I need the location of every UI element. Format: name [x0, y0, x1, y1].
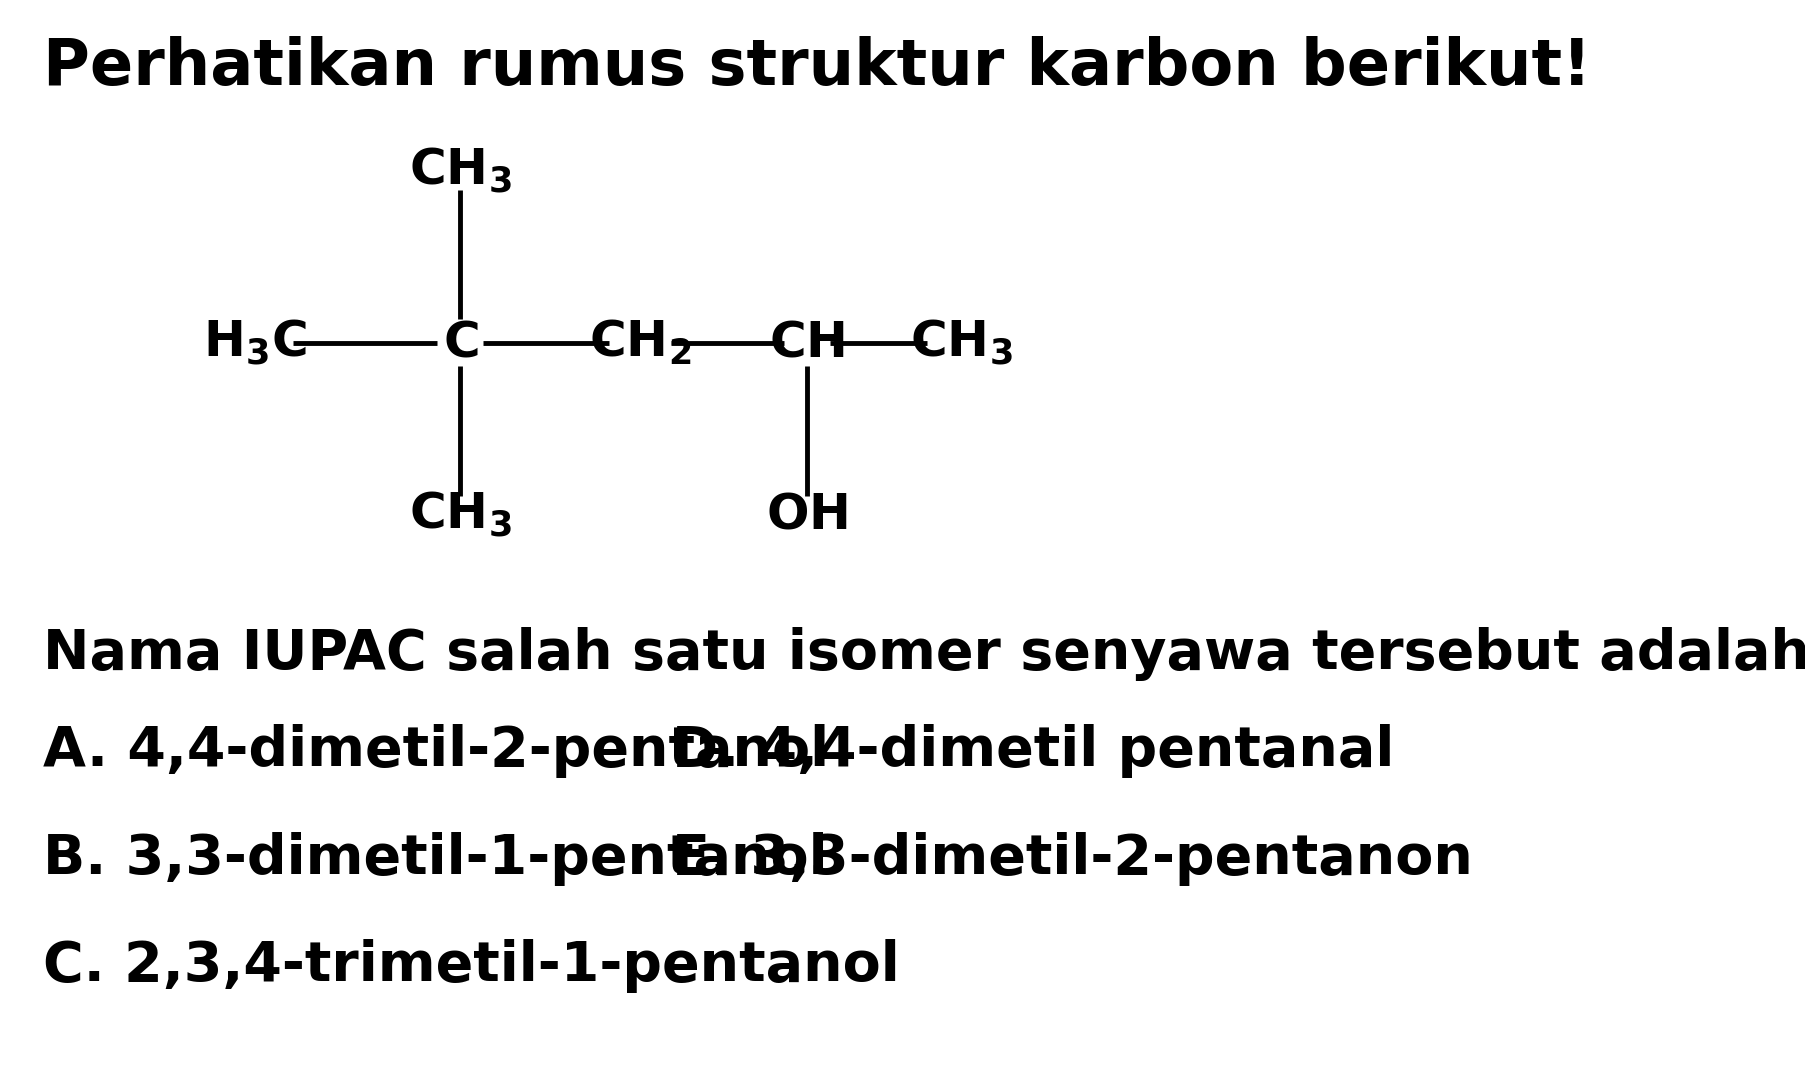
Text: $\mathbf{CH_2}$: $\mathbf{CH_2}$ — [588, 318, 691, 367]
Text: D. 4,4-dimetil pentanal: D. 4,4-dimetil pentanal — [671, 725, 1393, 779]
Text: Perhatikan rumus struktur karbon berikut!: Perhatikan rumus struktur karbon berikut… — [43, 37, 1590, 99]
Text: C. 2,3,4-trimetil-1-pentanol: C. 2,3,4-trimetil-1-pentanol — [43, 939, 899, 993]
Text: $\mathbf{CH_3}$: $\mathbf{CH_3}$ — [910, 318, 1013, 367]
Text: E. 3,3-dimetil-2-pentanon: E. 3,3-dimetil-2-pentanon — [671, 832, 1473, 886]
Text: $\mathbf{OH}$: $\mathbf{OH}$ — [765, 491, 848, 538]
Text: $\mathbf{H_3C}$: $\mathbf{H_3C}$ — [202, 318, 307, 367]
Text: $\mathbf{CH}$: $\mathbf{CH}$ — [769, 318, 845, 367]
Text: Nama IUPAC salah satu isomer senyawa tersebut adalah ....: Nama IUPAC salah satu isomer senyawa ter… — [43, 627, 1805, 681]
Text: $\mathbf{CH_3}$: $\mathbf{CH_3}$ — [408, 490, 511, 539]
Text: $\mathbf{CH_3}$: $\mathbf{CH_3}$ — [408, 146, 511, 195]
Text: B. 3,3-dimetil-1-pentanol: B. 3,3-dimetil-1-pentanol — [43, 832, 827, 886]
Text: A. 4,4-dimetil-2-pentanol: A. 4,4-dimetil-2-pentanol — [43, 725, 828, 779]
Text: $\mathbf{C}$: $\mathbf{C}$ — [442, 318, 478, 367]
